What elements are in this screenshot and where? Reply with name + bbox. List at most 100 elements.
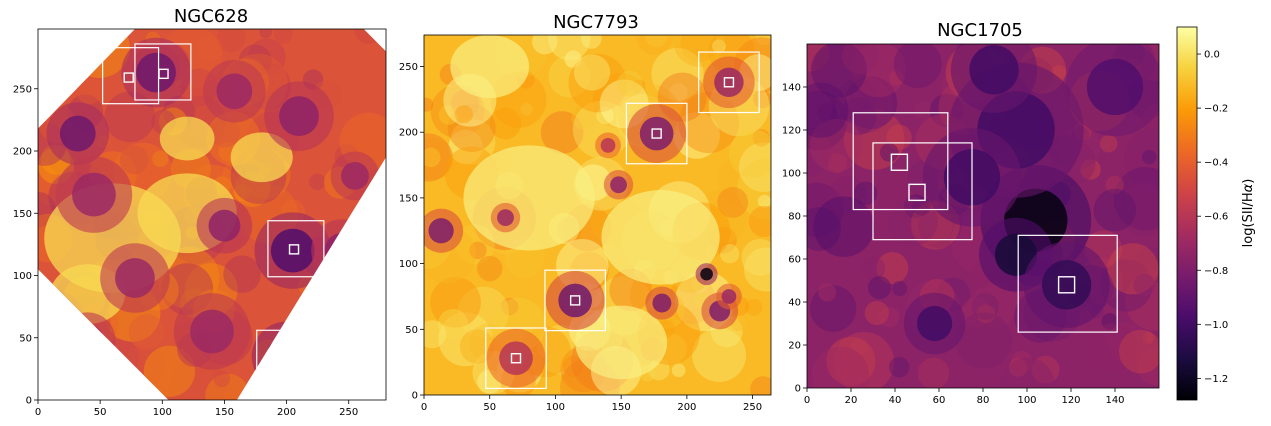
heatmap-texture: [745, 298, 763, 316]
heatmap-blob: [1086, 58, 1144, 116]
heatmap-texture: [573, 54, 611, 91]
heatmap-texture: [304, 282, 353, 331]
heatmap-texture: [354, 29, 383, 44]
heatmap-texture: [209, 117, 240, 148]
heatmap-texture: [813, 196, 875, 257]
colorbar-tick-label: −1.0: [1204, 320, 1228, 331]
y-tick-label: 40: [788, 298, 801, 309]
heatmap-texture: [960, 297, 991, 328]
heatmap-texture: [833, 331, 895, 388]
heatmap-texture: [128, 314, 165, 351]
heatmap-texture: [1124, 270, 1159, 331]
colorbar: 0.0 −0.2 −0.4 −0.6 −0.8 −1.0 −1.2 log(SII/Hα): [1176, 26, 1256, 401]
heatmap-texture: [888, 356, 910, 378]
heatmap-texture: [548, 35, 591, 61]
heatmap-texture: [152, 150, 169, 167]
heatmap-texture: [56, 347, 74, 365]
heatmap-texture: [617, 70, 643, 97]
heatmap-texture: [332, 263, 364, 294]
heatmap-texture: [1011, 350, 1033, 373]
x-tick-label: 50: [483, 402, 496, 413]
heatmap-image: [807, 44, 1159, 388]
region-box-small: [1057, 276, 1076, 294]
heatmap-bright-region: [450, 35, 530, 99]
heatmap-texture: [305, 285, 346, 325]
heatmap-texture: [430, 277, 481, 328]
y-tick-label: 250: [13, 84, 32, 95]
heatmap-texture: [651, 47, 704, 101]
heatmap-blob: [216, 73, 253, 110]
region-box-small: [288, 244, 300, 255]
heatmap-blob: [428, 218, 454, 244]
heatmap-texture: [548, 55, 591, 98]
heatmap-texture: [532, 35, 558, 55]
region-box-small: [158, 68, 169, 80]
heatmap-texture: [847, 91, 866, 110]
heatmap-blob: [59, 115, 96, 152]
y-tick-label: 20: [788, 341, 801, 352]
heatmap-texture: [826, 336, 876, 386]
heatmap-texture: [807, 207, 841, 251]
heatmap-blob: [1041, 260, 1092, 310]
heatmap-texture: [752, 89, 771, 109]
heatmap-texture: [536, 324, 587, 375]
region-box-large: [134, 43, 192, 101]
heatmap-texture: [632, 79, 646, 94]
y-tick-label: 120: [782, 126, 801, 137]
heatmap-texture: [853, 181, 878, 206]
heatmap-texture: [914, 100, 933, 119]
x-tick-label: 40: [889, 395, 902, 406]
x-tick-label: 0: [35, 407, 41, 418]
heatmap-texture: [571, 105, 596, 130]
heatmap-texture: [1133, 273, 1156, 296]
region-box-small: [123, 72, 134, 83]
region-box-large: [872, 142, 973, 241]
heatmap-texture: [313, 366, 347, 400]
heatmap-texture: [917, 357, 950, 388]
heatmap-texture: [673, 112, 720, 159]
heatmap-texture: [56, 72, 77, 93]
heatmap-texture: [109, 368, 134, 394]
heatmap-texture: [469, 241, 487, 260]
heatmap-texture: [119, 145, 149, 175]
heatmap-plot: 0 50 100 150 200 250 0 50 100 150 200 250: [13, 28, 387, 418]
heatmap-bright-region: [601, 190, 720, 285]
heatmap-blob: [190, 309, 234, 354]
heatmap-texture: [750, 376, 771, 395]
heatmap-plot: 0 20 40 60 80 100 120 140 0 20 40 60 80 100 120 140: [782, 43, 1160, 406]
panel-title: NGC1705: [937, 20, 1023, 41]
y-tick-label: 100: [399, 259, 418, 270]
region-box-small: [510, 353, 522, 364]
heatmap-texture: [807, 44, 830, 72]
heatmap-texture: [807, 91, 848, 151]
panel-ngc7793: NGC7793 0 50 100 150 200 250 0 50 100 150 200 250: [399, 12, 772, 413]
y-tick-label: 250: [399, 62, 418, 73]
heatmap-texture: [839, 97, 877, 136]
heatmap-texture: [851, 44, 906, 98]
heatmap-texture: [752, 128, 771, 147]
heatmap-texture: [757, 194, 771, 208]
heatmap-texture: [438, 104, 459, 125]
heatmap-texture: [886, 124, 912, 151]
region-box-small: [651, 128, 662, 139]
heatmap-texture: [828, 175, 868, 215]
heatmap-texture: [259, 29, 273, 39]
heatmap-texture: [817, 103, 838, 123]
heatmap-texture: [1117, 182, 1159, 236]
heatmap-bright-region: [230, 132, 293, 183]
heatmap-texture: [1133, 246, 1159, 284]
heatmap-texture: [850, 337, 869, 356]
heatmap-blob: [994, 233, 1038, 276]
heatmap-texture: [636, 35, 674, 55]
heatmap-texture: [124, 377, 138, 391]
region-box-large: [1017, 234, 1118, 333]
heatmap-texture: [424, 137, 454, 180]
heatmap-texture: [737, 158, 771, 220]
colorbar-tick-label: −0.8: [1204, 266, 1228, 277]
x-tick-label: 140: [1105, 395, 1124, 406]
region-box-large: [698, 51, 760, 114]
heatmap-texture: [720, 244, 740, 264]
heatmap-texture: [692, 328, 747, 382]
heatmap-texture: [247, 38, 286, 77]
